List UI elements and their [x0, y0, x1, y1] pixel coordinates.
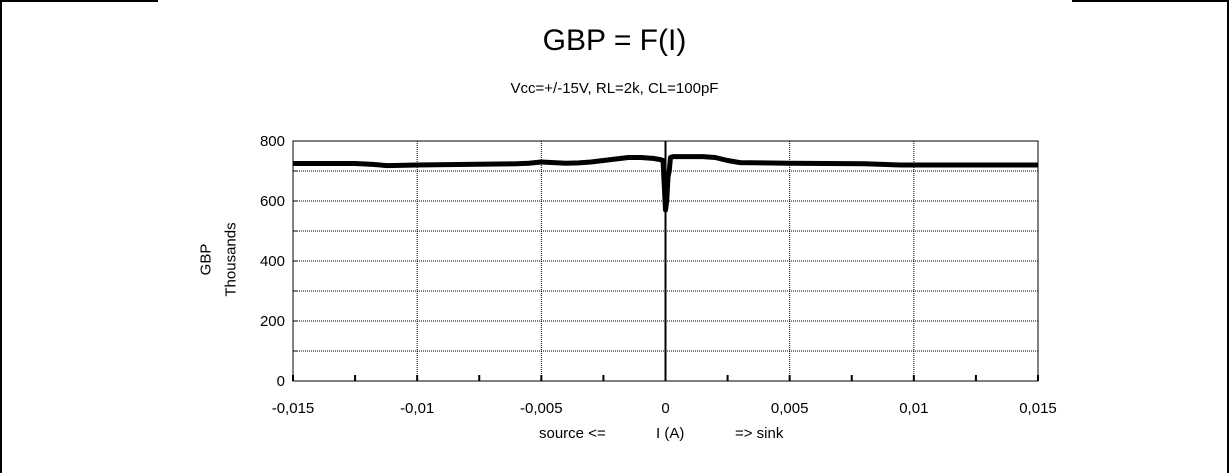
y-tick-label: 400 — [260, 253, 285, 270]
data-point — [702, 156, 704, 158]
data-point — [386, 165, 388, 167]
data-point — [668, 170, 670, 172]
y-tick-label: 800 — [260, 133, 285, 150]
data-point — [466, 163, 468, 165]
data-point — [666, 200, 668, 202]
data-point — [689, 156, 691, 158]
x-axis-label-left: source <= — [539, 425, 606, 442]
data-point — [640, 156, 642, 159]
frame-right — [1227, 0, 1229, 473]
data-point — [292, 162, 294, 165]
x-tick-label: 0,01 — [899, 400, 928, 417]
data-point — [863, 163, 865, 165]
data-point — [416, 164, 418, 166]
data-point — [672, 156, 674, 158]
y-axis-title: GBP — [197, 243, 215, 276]
x-tick-label: 0,005 — [771, 400, 809, 417]
data-point — [677, 156, 679, 158]
data-point — [900, 164, 903, 166]
x-tick-label: -0,01 — [400, 400, 434, 417]
frame-top-left — [0, 0, 158, 2]
data-point — [1037, 164, 1039, 166]
data-point — [515, 163, 518, 165]
data-point — [714, 156, 716, 159]
data-point — [789, 162, 791, 164]
data-point — [739, 162, 741, 164]
data-point — [590, 161, 592, 163]
data-point — [577, 162, 580, 164]
data-point — [659, 159, 662, 161]
data-point — [662, 159, 664, 162]
series-line — [293, 154, 1038, 213]
data-point — [371, 163, 374, 165]
y-tick-label: 0 — [277, 373, 285, 390]
data-point — [726, 159, 729, 162]
data-point — [615, 158, 617, 160]
chart-subtitle: Vcc=+/-15V, RL=2k, CL=100pF — [510, 80, 719, 97]
x-tick-label: -0,015 — [272, 400, 315, 417]
x-tick-label: -0,005 — [520, 400, 563, 417]
x-tick-label: 0,015 — [1019, 400, 1057, 417]
data-point — [669, 156, 672, 159]
data-point — [553, 162, 555, 164]
x-axis-label-right: => sink — [735, 425, 784, 442]
x-axis-label-center: I (A) — [656, 425, 685, 442]
frame-top-right — [1072, 0, 1229, 2]
data-point — [602, 159, 605, 162]
data-point — [664, 209, 667, 211]
y-axis-unit: Thousands — [222, 222, 240, 297]
frame-left — [0, 0, 2, 473]
x-tick-label: 0 — [661, 400, 669, 417]
data-point — [565, 162, 567, 164]
data-point — [652, 157, 654, 159]
y-tick-label: 200 — [260, 313, 285, 330]
chart-title: GBP = F(I) — [542, 24, 687, 57]
y-tick-label: 600 — [260, 193, 285, 210]
data-point — [354, 162, 356, 165]
data-point — [540, 161, 542, 163]
data-point — [950, 164, 952, 166]
data-point — [627, 156, 629, 159]
data-point — [667, 176, 669, 178]
data-point — [528, 162, 530, 164]
